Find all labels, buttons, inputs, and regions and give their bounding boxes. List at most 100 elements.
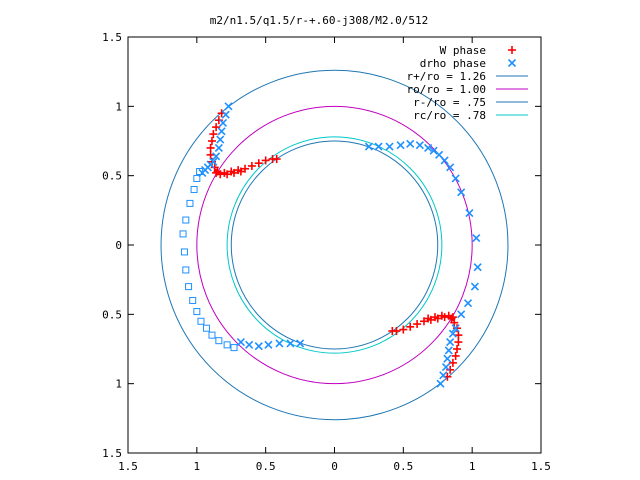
y-tick-label-4: 0.5 <box>102 308 122 321</box>
series-1-point-39 <box>296 339 305 348</box>
series-1-point-19 <box>429 146 438 155</box>
legend-label-1: drho phase <box>420 57 486 70</box>
series-2-point-10 <box>223 341 231 349</box>
series-0-point-7 <box>207 157 216 166</box>
series-0-point-16 <box>261 156 270 165</box>
series-1-point-24 <box>457 188 466 197</box>
series-2-point-7 <box>202 324 210 332</box>
circle-0 <box>160 69 509 421</box>
series-0-point-27 <box>451 351 460 360</box>
data-marks <box>179 102 482 388</box>
series-0-point-45 <box>437 311 446 320</box>
series-0-point-21 <box>223 170 232 179</box>
series-2-point-13 <box>186 199 194 207</box>
y-tick-label-0: 1.5 <box>102 31 122 44</box>
series-0-point-47 <box>424 314 433 323</box>
series-0-point-19 <box>212 168 221 177</box>
series-1-point-18 <box>424 143 433 152</box>
y-tick-label-2: 0.5 <box>102 170 122 183</box>
series-0-point-32 <box>450 318 459 327</box>
series-1-point-42 <box>264 340 273 349</box>
series-2-point-2 <box>182 266 190 274</box>
series-0-point-18 <box>272 155 281 164</box>
series-2-point-5 <box>193 308 201 316</box>
series-0-point-31 <box>453 324 462 333</box>
series-2-point-16 <box>196 168 204 176</box>
series-0-point-40 <box>399 325 408 334</box>
y-tick-label-6: 1.5 <box>102 447 122 460</box>
legend-label-5: rc/ro = .78 <box>413 109 486 122</box>
series-0-point-25 <box>446 365 455 374</box>
series-1-point-25 <box>465 209 474 218</box>
x-tick-label-6: 1.5 <box>531 460 551 473</box>
series-1-point-23 <box>451 174 460 183</box>
series-1-point-40 <box>286 339 295 348</box>
series-1-point-35 <box>444 346 453 355</box>
legend-sample-1 <box>507 58 517 68</box>
legend-label-4: r-/ro = .75 <box>413 96 486 109</box>
series-2-point-0 <box>179 230 187 238</box>
series-0-point-23 <box>236 167 245 176</box>
series-1-point-34 <box>443 354 452 363</box>
series-0-point-6 <box>206 150 215 159</box>
y-tick-label-3: 0 <box>115 239 122 252</box>
series-1-point-14 <box>385 142 394 151</box>
series-2-point-6 <box>197 317 205 325</box>
series-1-point-21 <box>440 156 449 165</box>
x-tick-label-5: 1 <box>469 460 476 473</box>
series-0-point-42 <box>388 326 397 335</box>
series-1-point-26 <box>472 234 481 243</box>
series-1-point-43 <box>254 342 263 351</box>
series-1-point-15 <box>396 141 405 150</box>
series-0-point-26 <box>448 358 457 367</box>
series-0-point-22 <box>230 168 239 177</box>
x-tick-label-4: 0.5 <box>393 460 413 473</box>
series-1-point-27 <box>473 263 482 272</box>
series-1-point-30 <box>457 310 466 319</box>
series-0-point-37 <box>419 317 428 326</box>
y-tick-label-5: 1 <box>115 378 122 391</box>
series-0-point-38 <box>413 320 422 329</box>
series-2-point-4 <box>189 296 197 304</box>
series-1-point-16 <box>406 139 415 148</box>
series-1-point-13 <box>374 142 383 151</box>
series-1-point-31 <box>436 379 445 388</box>
series-0-point-4 <box>207 137 216 145</box>
circle-3 <box>226 136 443 354</box>
series-0-point-14 <box>247 161 256 170</box>
legend-sample-0 <box>508 46 516 54</box>
series-1-point-1 <box>221 110 230 119</box>
series-2-point-11 <box>230 344 238 352</box>
series-0-point-8 <box>210 163 219 172</box>
series-0-point-30 <box>454 331 463 340</box>
series-0-point-2 <box>212 123 221 132</box>
series-1-point-0 <box>224 102 233 111</box>
legend-label-2: r+/ro = 1.26 <box>407 70 486 83</box>
legend-label-3: ro/ro = 1.00 <box>407 83 486 96</box>
series-1-point-22 <box>446 163 455 172</box>
series-1-point-2 <box>218 118 228 128</box>
series-1-point-28 <box>470 282 479 291</box>
series-0-point-1 <box>214 116 223 125</box>
series-0-point-20 <box>216 170 225 179</box>
series-1-point-29 <box>463 299 473 308</box>
series-1-point-6 <box>212 152 221 161</box>
x-tick-label-3: 0 <box>331 460 338 473</box>
series-2-point-9 <box>215 337 223 345</box>
series-0-point-44 <box>444 311 453 320</box>
series-1-point-12 <box>364 142 373 151</box>
circle-2 <box>230 140 439 350</box>
series-0-point-15 <box>254 159 263 168</box>
series-1-point-36 <box>446 338 455 347</box>
series-1-point-41 <box>275 339 284 348</box>
legend-label-0: W phase <box>440 44 486 57</box>
chart-title: m2/n1.5/q1.5/r-+.60-j308/M2.0/512 <box>210 14 429 27</box>
axis-ticks: 1.5 1 0.5 0 0.5 1 1.51.510.500.511.5 <box>102 31 551 473</box>
series-1-point-33 <box>441 362 451 372</box>
series-0-point-5 <box>206 143 215 152</box>
series-1-point-3 <box>217 127 226 136</box>
series-0-point-43 <box>448 313 457 322</box>
x-tick-label-0: 1.5 <box>118 460 138 473</box>
series-1-point-45 <box>236 338 245 347</box>
circle-1 <box>196 105 473 385</box>
